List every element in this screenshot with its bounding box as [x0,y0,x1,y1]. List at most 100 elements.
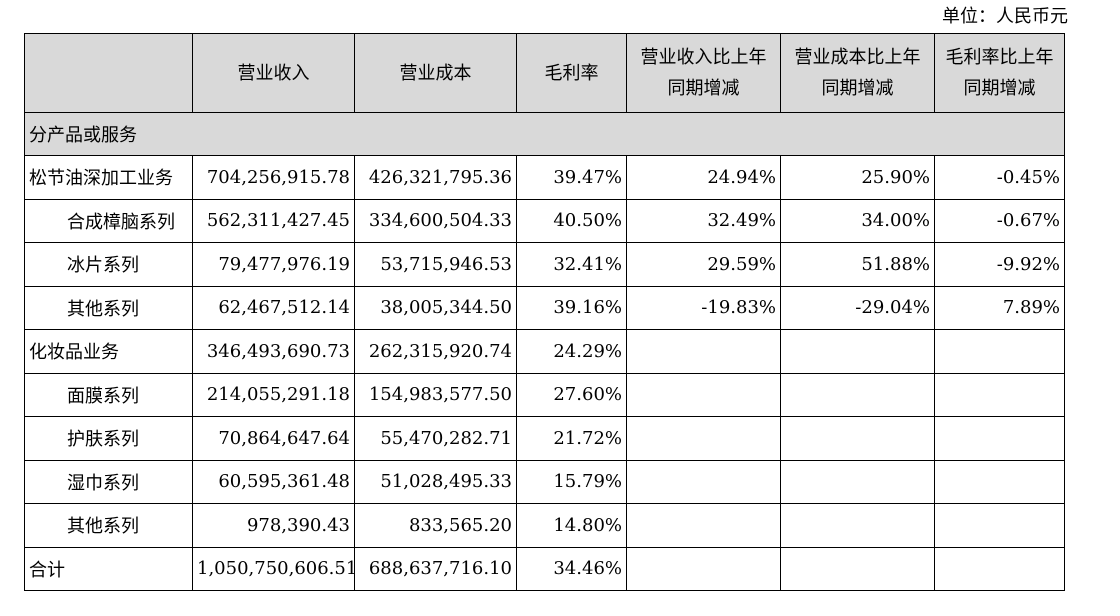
cell-rev-change [626,416,781,461]
header-cell: 营业成本比上年 同期增减 [780,33,935,113]
table-row: 面膜系列 214,055,291.18 154,983,577.50 27.60% [24,372,1065,417]
table-row: 松节油深加工业务 704,256,915.78 426,321,795.36 39.4… [24,155,1065,200]
header-text: 同期增减 [963,78,1036,99]
cell-margin: 15.79% [516,459,627,504]
header-cell [24,33,193,113]
cell-revenue: 70,864,647.64 [192,416,355,461]
cell-revenue: 562,311,427.45 [192,198,355,243]
cell-revenue: 60,595,361.48 [192,459,355,504]
cell-cost-change [780,546,935,591]
row-label: 冰片系列 [24,242,193,287]
cell-cost-change: 34.00% [780,198,935,243]
revenue-table: 营业收入 营业成本 毛利率 营业收入比上年 同期增减 营业成本比上年 同期增减 毛利… [24,33,1065,591]
cell-rev-change [626,372,781,417]
cell-margin-change [934,459,1065,504]
cell-revenue: 62,467,512.14 [192,285,355,330]
cell-cost-change: 25.90% [780,155,935,200]
header-text: 营业成本比上年 [794,47,921,68]
cell-revenue: 978,390.43 [192,503,355,548]
row-label: 松节油深加工业务 [24,155,193,200]
header-cell: 营业收入比上年 同期增减 [626,33,781,113]
cell-rev-change: 24.94% [626,155,781,200]
cell-margin-change [934,329,1065,374]
cell-margin: 21.72% [516,416,627,461]
cell-revenue: 214,055,291.18 [192,372,355,417]
cell-margin: 27.60% [516,372,627,417]
unit-label: 单位：人民币元 [942,6,1068,27]
segment-row: 分产品或服务 [24,112,1065,156]
cell-cost-change [780,459,935,504]
cell-margin: 39.47% [516,155,627,200]
cell-cost-change [780,416,935,461]
cell-cost: 154,983,577.50 [354,372,517,417]
cell-margin-change [934,546,1065,591]
cell-margin-change: -0.67% [934,198,1065,243]
cell-rev-change [626,329,781,374]
cell-cost: 688,637,716.10 [354,546,517,591]
header-text: 毛利率 [544,62,599,84]
cell-cost-change: -29.04% [780,285,935,330]
table-row: 湿巾系列 60,595,361.48 51,028,495.33 15.79% [24,459,1065,504]
cell-rev-change: 29.59% [626,242,781,287]
cell-cost: 426,321,795.36 [354,155,517,200]
header-text: 营业收入比上年 [640,47,767,68]
cell-rev-change [626,503,781,548]
header-cell: 营业成本 [354,33,517,113]
header-text: 营业成本 [399,62,472,84]
cell-revenue: 346,493,690.73 [192,329,355,374]
cell-margin-change [934,503,1065,548]
row-label: 合成樟脑系列 [24,198,193,243]
cell-revenue: 704,256,915.78 [192,155,355,200]
row-label: 其他系列 [24,285,193,330]
table-row: 其他系列 978,390.43 833,565.20 14.80% [24,503,1065,548]
table-row: 护肤系列 70,864,647.64 55,470,282.71 21.72% [24,416,1065,461]
cell-revenue: 1,050,750,606.51 [192,546,357,591]
cell-cost: 334,600,504.33 [354,198,517,243]
cell-margin-change: -9.92% [934,242,1065,287]
header-text: 毛利率比上年 [945,47,1054,68]
cell-rev-change [626,546,781,591]
cell-revenue: 79,477,976.19 [192,242,355,287]
cell-margin: 39.16% [516,285,627,330]
cell-cost: 262,315,920.74 [354,329,517,374]
header-cell: 营业收入 [192,33,355,113]
cell-cost-change: 51.88% [780,242,935,287]
cell-cost-change [780,372,935,417]
cell-rev-change: 32.49% [626,198,781,243]
cell-cost: 55,470,282.71 [354,416,517,461]
cell-margin: 32.41% [516,242,627,287]
cell-cost: 38,005,344.50 [354,285,517,330]
cell-cost-change [780,329,935,374]
header-text: 同期增减 [667,78,740,99]
cell-rev-change [626,459,781,504]
cell-margin: 40.50% [516,198,627,243]
cell-margin-change [934,372,1065,417]
header-text: 同期增减 [821,78,894,99]
cell-margin: 14.80% [516,503,627,548]
header-text: 营业收入 [237,62,310,84]
row-label: 其他系列 [24,503,193,548]
cell-cost: 833,565.20 [354,503,517,548]
cell-margin-change: -0.45% [934,155,1065,200]
row-label: 面膜系列 [24,372,193,417]
table-row: 化妆品业务 346,493,690.73 262,315,920.74 24.29% [24,329,1065,374]
cell-margin: 24.29% [516,329,627,374]
row-label: 湿巾系列 [24,459,193,504]
row-label: 合计 [24,546,193,591]
cell-rev-change: -19.83% [626,285,781,330]
table-row: 合计 1,050,750,606.51 688,637,716.10 34.46% [24,546,1065,591]
cell-cost: 51,028,495.33 [354,459,517,504]
segment-label: 分产品或服务 [24,112,1065,156]
cell-margin-change: 7.89% [934,285,1065,330]
header-cell: 毛利率 [516,33,627,113]
cell-cost: 53,715,946.53 [354,242,517,287]
header-cell: 毛利率比上年 同期增减 [934,33,1065,113]
cell-margin: 34.46% [516,546,627,591]
cell-margin-change [934,416,1065,461]
cell-cost-change [780,503,935,548]
table-row: 其他系列 62,467,512.14 38,005,344.50 39.16% -19.… [24,285,1065,330]
table-row: 冰片系列 79,477,976.19 53,715,946.53 32.41% 29.5… [24,242,1065,287]
row-label: 护肤系列 [24,416,193,461]
row-label: 化妆品业务 [24,329,193,374]
table-row: 合成樟脑系列 562,311,427.45 334,600,504.33 40.50%… [24,198,1065,243]
